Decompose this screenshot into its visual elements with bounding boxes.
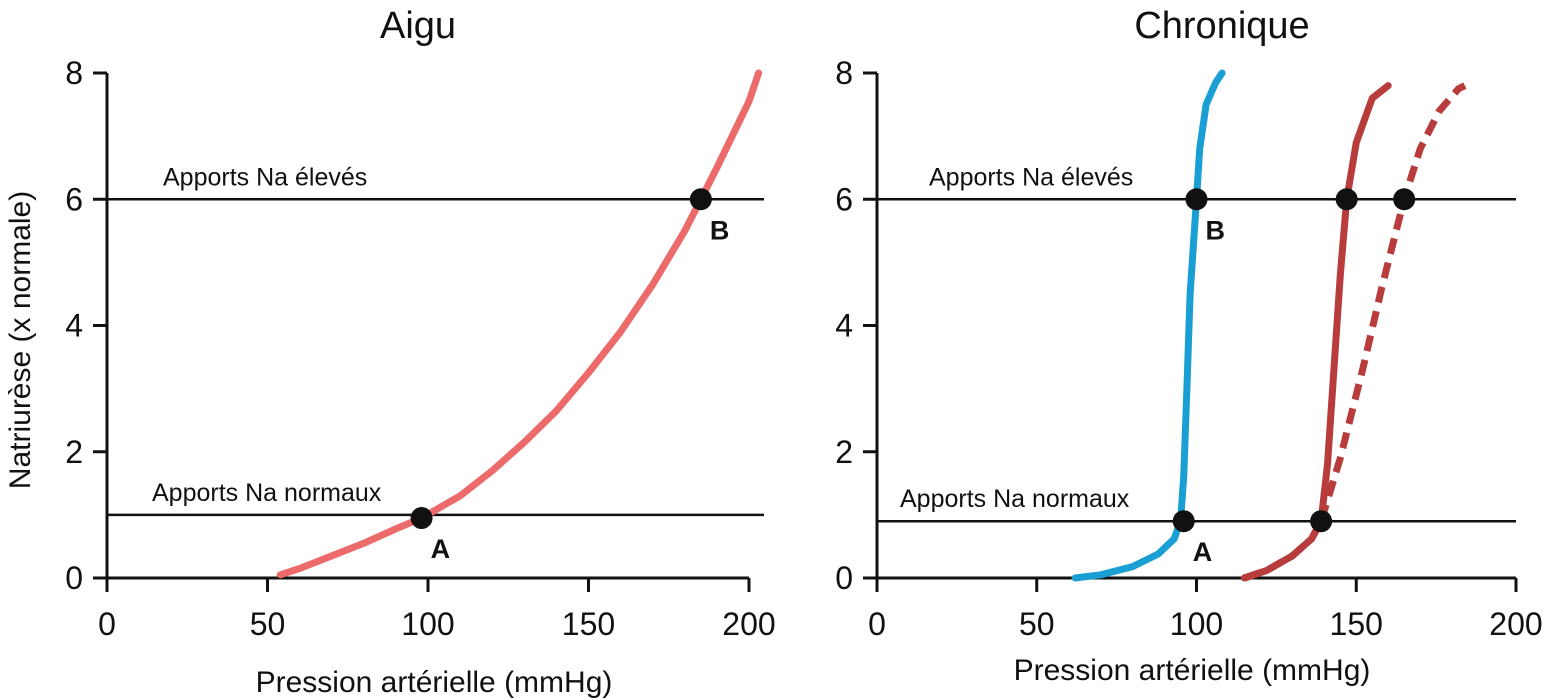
point-label: A: [1193, 537, 1213, 567]
x-tick-label: 0: [98, 606, 116, 642]
x-tick-label: 200: [722, 606, 775, 642]
point-label: A: [431, 534, 451, 564]
level-label: Apports Na normaux: [900, 485, 1130, 513]
y-tick-label: 6: [835, 181, 853, 217]
y-tick-label: 4: [835, 308, 853, 344]
level-label: Apports Na normaux: [152, 479, 382, 507]
data-point: [689, 188, 712, 211]
data-point: [1393, 188, 1416, 211]
data-point: [1335, 188, 1358, 211]
y-tick-label: 2: [65, 434, 83, 470]
series-line: [1243, 82, 1467, 582]
data-point: [1310, 510, 1333, 533]
y-tick-label: 8: [835, 55, 853, 91]
y-tick-label: 4: [65, 308, 83, 344]
level-label: Apports Na élevés: [163, 163, 367, 191]
x-axis-label: Pression artérielle (mmHg): [1014, 654, 1371, 687]
chart-panel-aigu: Aigu Natriurèse (x normale) Pression art…: [4, 5, 776, 699]
data-point: [1185, 188, 1208, 211]
x-tick-label: 100: [401, 606, 454, 642]
chart-panel-chronique: Chronique Pression artérielle (mmHg) 0 2 4…: [835, 5, 1542, 687]
x-tick-label: 50: [1019, 606, 1055, 642]
chart-title: Aigu: [380, 5, 456, 47]
y-tick-label: 0: [65, 560, 83, 596]
x-tick-label: 100: [1170, 606, 1223, 642]
data-point: [1172, 510, 1195, 533]
y-tick-label: 2: [835, 434, 853, 470]
x-tick-label: 50: [250, 606, 286, 642]
series-line: [1240, 82, 1392, 582]
point-label: B: [1206, 215, 1226, 245]
x-tick-label: 200: [1489, 606, 1542, 642]
x-tick-label: 0: [868, 606, 886, 642]
level-label: Apports Na élevés: [929, 163, 1133, 191]
point-label: B: [710, 215, 730, 245]
y-tick-label: 6: [65, 181, 83, 217]
y-tick-label: 8: [65, 55, 83, 91]
y-axis-label: Natriurèse (x normale): [4, 191, 37, 489]
chart-title: Chronique: [1134, 5, 1309, 47]
x-tick-label: 150: [562, 606, 615, 642]
y-tick-label: 0: [835, 560, 853, 596]
series-line: [1071, 69, 1226, 582]
x-tick-label: 150: [1330, 606, 1383, 642]
data-point: [410, 507, 433, 530]
x-axis-label: Pression artérielle (mmHg): [256, 666, 613, 699]
